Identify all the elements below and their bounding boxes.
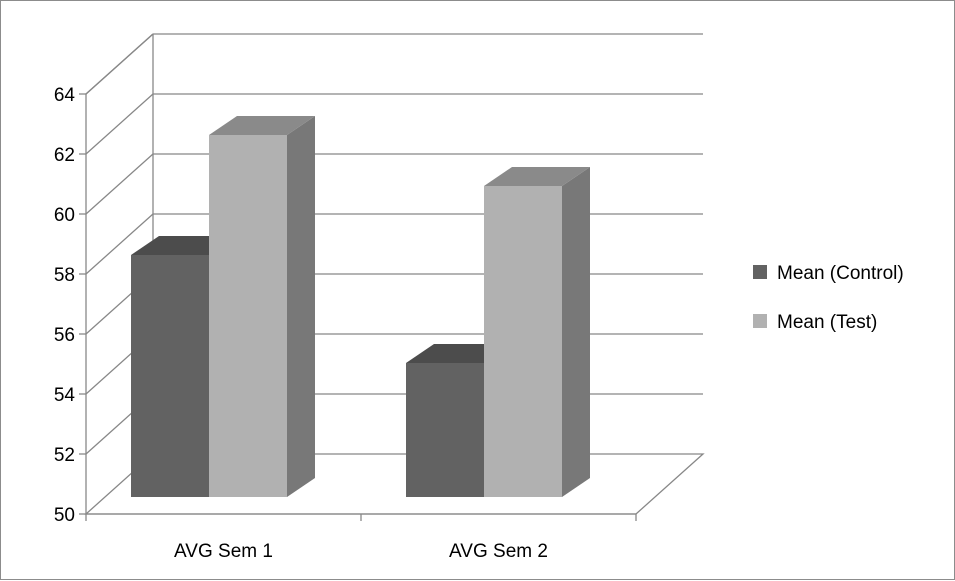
y-tick-label: 54	[54, 385, 76, 406]
bar-front	[209, 135, 287, 497]
bar-test	[484, 167, 590, 497]
bar-front	[131, 255, 209, 497]
y-tick-label: 64	[54, 85, 76, 106]
gridline-side	[85, 33, 154, 95]
bars	[131, 116, 590, 497]
y-tick-label: 60	[54, 205, 75, 226]
legend-label: Mean (Control)	[777, 263, 904, 284]
legend-swatch	[753, 265, 767, 279]
bar-top	[484, 167, 590, 186]
bar-side	[562, 167, 590, 497]
tick-labels: 50 52 54 56 58 60 62 64 AVG Sem 1 AVG Sem 2	[54, 85, 548, 562]
axes	[79, 93, 637, 521]
y-tick-label: 62	[54, 145, 75, 166]
gridline-side	[85, 213, 154, 275]
y-tick-label: 52	[54, 445, 75, 466]
legend: Mean (Control) Mean (Test)	[753, 263, 904, 333]
x-tick-label: AVG Sem 2	[449, 541, 548, 562]
bar-front	[484, 186, 562, 497]
x-tick-label: AVG Sem 1	[174, 541, 273, 562]
legend-swatch	[753, 314, 767, 328]
gridline-side	[85, 153, 154, 215]
y-tick-label: 58	[54, 265, 75, 286]
bar-top	[209, 116, 315, 135]
gridline-side	[85, 93, 154, 155]
bar-side	[287, 116, 315, 497]
bar-front	[406, 363, 484, 497]
y-tick-label: 56	[54, 325, 75, 346]
legend-label: Mean (Test)	[777, 312, 877, 333]
bar-test	[209, 116, 315, 497]
bar-control	[131, 236, 237, 497]
y-tick-label: 50	[54, 505, 75, 526]
